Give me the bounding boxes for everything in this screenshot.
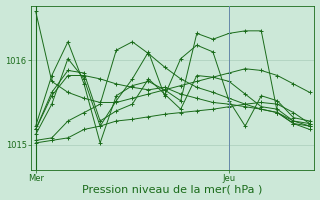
X-axis label: Pression niveau de la mer( hPa ): Pression niveau de la mer( hPa ) [83,184,263,194]
